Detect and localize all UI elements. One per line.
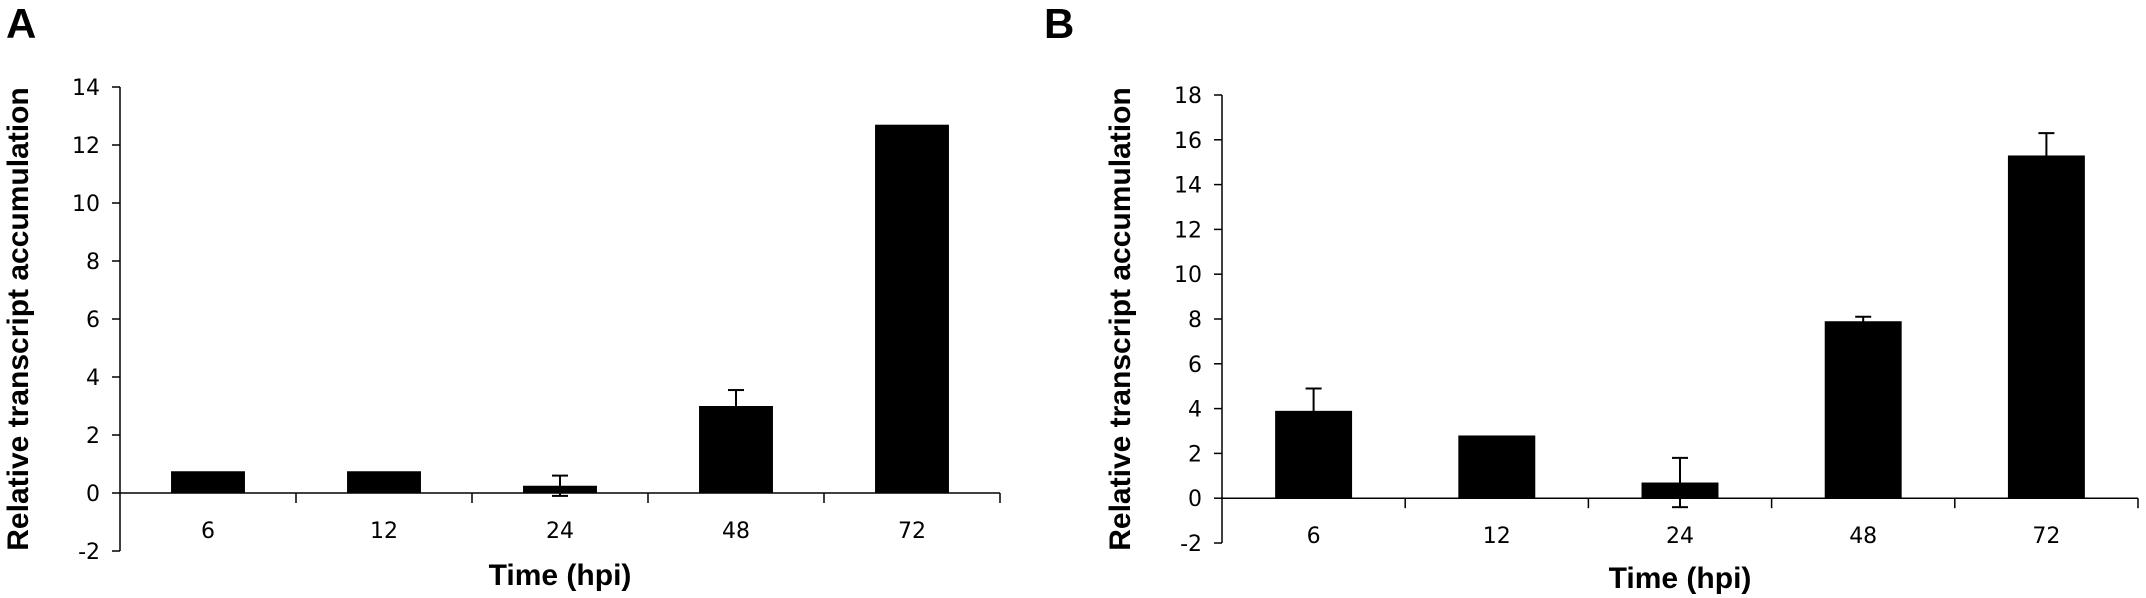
y-tick-label: 8 [86, 250, 100, 275]
y-tick-label: 16 [1174, 129, 1202, 154]
y-tick-label: 0 [1188, 487, 1202, 512]
bar-48 [1824, 321, 1902, 499]
y-tick-label: 6 [86, 308, 100, 333]
x-axis-title: Time (hpi) [1609, 562, 1752, 595]
x-tick-label: 6 [1307, 524, 1321, 549]
y-tick-label: 14 [1174, 174, 1202, 199]
bar-6 [171, 471, 245, 493]
x-tick-label: 72 [2032, 524, 2060, 549]
x-tick-label: 24 [1666, 524, 1694, 549]
y-tick-label: 10 [1174, 263, 1202, 288]
panel-label-b: B [1044, 0, 1075, 47]
y-tick-label: 18 [1174, 84, 1202, 109]
x-axis-title: Time (hpi) [489, 559, 632, 592]
x-tick-label: 48 [722, 519, 750, 544]
panel-label-a: A [6, 0, 37, 47]
y-tick-label: 2 [1188, 442, 1202, 467]
y-tick-label: -2 [78, 540, 100, 565]
y-tick-label: 2 [86, 424, 100, 449]
bar-12 [1458, 435, 1536, 499]
y-axis-title: Relative transcript accumulation [1104, 87, 1137, 550]
x-tick-label: 72 [898, 519, 926, 544]
x-tick-label: 12 [370, 519, 398, 544]
bar-72 [875, 124, 949, 493]
y-tick-label: 0 [86, 482, 100, 507]
y-tick-label: 4 [86, 366, 100, 391]
y-tick-label: 6 [1188, 353, 1202, 378]
y-tick-label: 14 [72, 76, 100, 101]
bar-12 [347, 471, 421, 493]
y-tick-label: 10 [72, 192, 100, 217]
x-tick-label: 48 [1849, 524, 1877, 549]
y-tick-label: 12 [1174, 218, 1202, 243]
y-tick-label: 12 [72, 134, 100, 159]
bar-72 [2007, 155, 2085, 499]
x-tick-label: 6 [201, 519, 215, 544]
x-tick-label: 12 [1483, 524, 1511, 549]
y-axis-title: Relative transcript accumulation [2, 87, 35, 550]
y-tick-label: 4 [1188, 398, 1202, 423]
y-tick-label: -2 [1180, 532, 1202, 557]
y-tick-label: 8 [1188, 308, 1202, 333]
x-tick-label: 24 [546, 519, 574, 544]
